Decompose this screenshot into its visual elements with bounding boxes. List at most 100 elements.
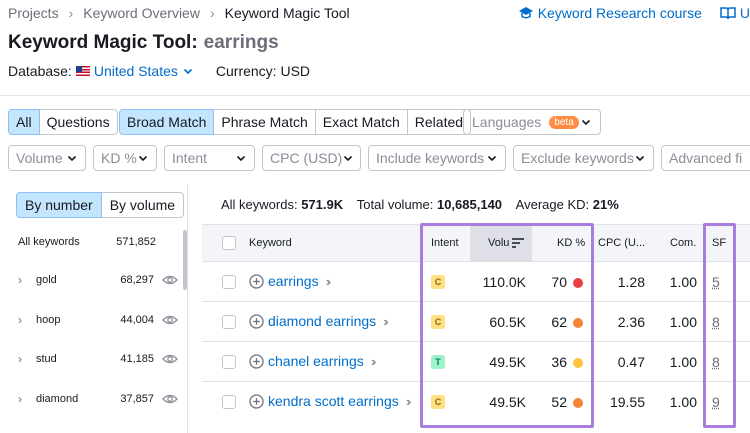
intent-badge: T (431, 355, 445, 369)
group-item[interactable]: › hoop 44,004 (18, 313, 178, 327)
kd-indicator (573, 318, 583, 328)
group-name: hoop (36, 314, 61, 326)
table-row: kendra scott earrings ›› C 49.5K 52 19.5… (202, 382, 750, 422)
select-all-checkbox[interactable] (222, 236, 236, 250)
chevron-down-icon (138, 155, 148, 162)
group-item[interactable]: › stud 41,185 (18, 352, 178, 366)
kd-filter-label: KD % (101, 150, 137, 166)
double-chevron-icon[interactable]: ›› (383, 313, 388, 329)
keyword-cell[interactable]: kendra scott earrings ›› (249, 393, 411, 409)
advanced-filters[interactable]: Advanced fi (661, 145, 750, 171)
add-circle-icon[interactable] (249, 393, 264, 409)
add-circle-icon[interactable] (249, 273, 264, 289)
chevron-right-icon[interactable]: › (18, 313, 22, 327)
volume-cell: 49.5K (489, 354, 526, 370)
eye-icon[interactable] (162, 314, 178, 326)
keyword-link[interactable]: earrings (268, 273, 319, 289)
keyword-link[interactable]: chanel earrings (268, 353, 364, 369)
row-checkbox[interactable] (222, 355, 236, 369)
cpc-cell: 2.36 (617, 314, 645, 330)
double-chevron-icon[interactable]: ›› (325, 273, 331, 289)
exclude-keywords-filter[interactable]: Exclude keywords (513, 145, 654, 171)
chevron-right-icon[interactable]: › (18, 352, 22, 366)
breadcrumb-keyword-overview[interactable]: Keyword Overview (83, 5, 200, 21)
breadcrumb-current: Keyword Magic Tool (224, 5, 350, 21)
chevron-right-icon: › (209, 5, 215, 21)
intent-filter[interactable]: Intent (164, 145, 255, 171)
keyword-cell[interactable]: chanel earrings ›› (249, 353, 376, 369)
group-sort-toggle: By number By volume (16, 192, 185, 218)
group-item[interactable]: › gold 68,297 (18, 273, 178, 287)
group-name: gold (36, 274, 57, 286)
column-intent[interactable]: Intent (431, 237, 459, 249)
advanced-filters-label: Advanced fi (669, 150, 743, 166)
column-sf[interactable]: SF (712, 237, 727, 249)
sf-count[interactable]: 5 (712, 274, 720, 290)
double-chevron-icon[interactable]: ›› (370, 353, 376, 369)
cpc-filter[interactable]: CPC (USD) (262, 145, 361, 171)
chevron-right-icon[interactable]: › (18, 392, 22, 406)
user-manual-label: U (739, 5, 750, 21)
kd-cell: 70 (551, 274, 567, 290)
sf-count[interactable]: 8 (712, 314, 720, 330)
summary-all-value: 571.9K (301, 197, 344, 212)
scope-tabs: All Questions (8, 109, 118, 135)
tab-all[interactable]: All (8, 109, 40, 135)
groups-scrollbar[interactable] (183, 230, 187, 290)
group-item[interactable]: › diamond 37,857 (18, 392, 178, 406)
sf-count[interactable]: 9 (712, 394, 720, 410)
breadcrumb: Projects › Keyword Overview › Keyword Ma… (8, 5, 350, 21)
eye-icon[interactable] (162, 274, 178, 286)
add-circle-icon[interactable] (249, 313, 264, 329)
row-checkbox[interactable] (222, 315, 236, 329)
keyword-cell[interactable]: earrings ›› (249, 273, 331, 289)
languages-label: Languages (472, 114, 542, 130)
user-manual-link[interactable]: U (720, 5, 750, 21)
column-cpc[interactable]: CPC (U... (598, 237, 646, 249)
add-circle-icon[interactable] (249, 353, 264, 369)
kd-filter[interactable]: KD % (93, 145, 157, 171)
row-checkbox[interactable] (222, 275, 236, 289)
intent-filter-label: Intent (172, 150, 208, 166)
languages-select[interactable]: Languages beta (463, 109, 601, 135)
double-chevron-icon[interactable]: ›› (405, 393, 411, 409)
tab-phrase-match[interactable]: Phrase Match (213, 109, 316, 135)
breadcrumb-projects[interactable]: Projects (8, 5, 59, 21)
chevron-right-icon[interactable]: › (18, 273, 22, 287)
keyword-link[interactable]: diamond earrings (268, 313, 377, 329)
chevron-down-icon (67, 155, 77, 162)
keyword-cell[interactable]: diamond earrings ›› (249, 313, 389, 329)
volume-filter[interactable]: Volume (8, 145, 86, 171)
groups-header-label: All keywords (18, 236, 80, 248)
database-select[interactable]: United States (75, 63, 194, 79)
groups-header-count: 571,852 (116, 236, 156, 248)
chevron-down-icon (236, 155, 246, 162)
column-kd[interactable]: KD % (557, 237, 586, 249)
column-keyword[interactable]: Keyword (249, 237, 292, 249)
database-value: United States (93, 63, 178, 79)
by-volume-button[interactable]: By volume (100, 192, 185, 218)
table-row: chanel earrings ›› T 49.5K 36 0.47 1.00 … (202, 342, 750, 382)
tab-related[interactable]: Related (406, 109, 472, 135)
group-name: stud (36, 353, 57, 365)
by-number-button[interactable]: By number (16, 192, 102, 218)
tab-broad-match[interactable]: Broad Match (119, 109, 215, 135)
column-com[interactable]: Com. (670, 237, 697, 249)
chevron-down-icon (635, 155, 645, 162)
row-checkbox[interactable] (222, 395, 236, 409)
sort-descending-icon (512, 238, 525, 248)
eye-icon[interactable] (162, 353, 178, 365)
table-row: earrings ›› C 110.0K 70 1.28 1.00 5 (202, 262, 750, 302)
intent-badge: C (431, 395, 445, 409)
tab-exact-match[interactable]: Exact Match (314, 109, 408, 135)
eye-icon[interactable] (162, 393, 178, 405)
summary-kd-value: 21% (592, 197, 619, 212)
tab-questions[interactable]: Questions (38, 109, 118, 135)
include-keywords-filter[interactable]: Include keywords (368, 145, 506, 171)
book-icon (720, 7, 736, 20)
column-volume[interactable]: Volu (488, 237, 525, 249)
keyword-link[interactable]: kendra scott earrings (268, 393, 399, 409)
course-link[interactable]: Keyword Research course (518, 5, 702, 21)
sf-count[interactable]: 8 (712, 354, 720, 370)
beta-badge: beta (549, 115, 579, 129)
